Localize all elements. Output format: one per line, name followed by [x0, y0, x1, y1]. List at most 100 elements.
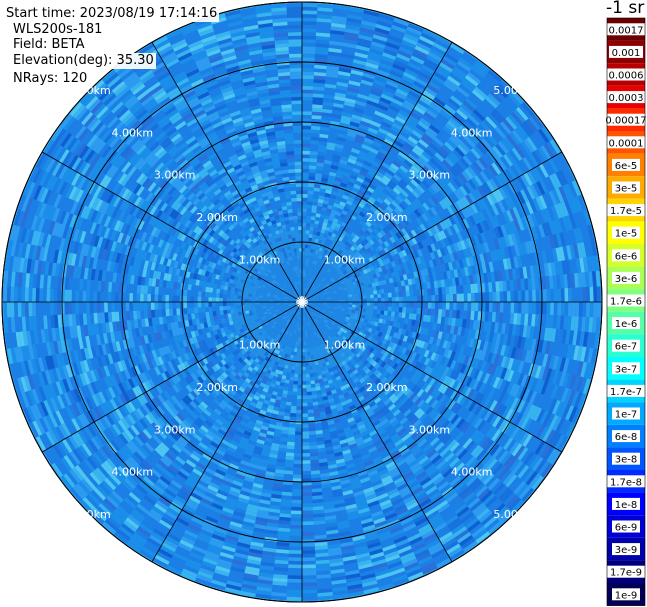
field-cell	[579, 331, 585, 347]
field-cell	[311, 484, 322, 489]
field-cell	[398, 352, 405, 360]
field-cell	[322, 252, 327, 258]
field-cell	[335, 272, 340, 277]
field-cell	[500, 121, 512, 135]
field-cell	[430, 352, 437, 361]
field-cell	[433, 233, 441, 242]
field-cell	[372, 212, 380, 220]
field-cell	[346, 263, 352, 269]
field-cell	[384, 83, 398, 92]
field-cell	[332, 274, 337, 279]
field-cell	[352, 296, 356, 300]
field-cell	[562, 216, 570, 232]
field-cell	[435, 115, 447, 126]
field-cell	[326, 315, 331, 319]
field-cell	[596, 286, 601, 302]
field-cell	[380, 265, 386, 271]
field-cell	[415, 217, 423, 226]
field-cell	[380, 310, 385, 315]
field-cell	[325, 262, 330, 268]
field-cell	[355, 44, 370, 52]
field-cell	[516, 255, 523, 268]
field-cell	[426, 281, 431, 289]
field-cell	[504, 168, 514, 182]
field-cell	[581, 272, 586, 288]
field-cell	[532, 132, 544, 148]
field-cell	[377, 331, 383, 338]
field-cell	[488, 164, 499, 177]
field-cell	[309, 165, 317, 170]
field-cell	[437, 112, 450, 123]
field-cell	[342, 315, 347, 319]
field-cell	[552, 315, 558, 329]
field-cell	[436, 372, 444, 382]
field-cell	[510, 302, 515, 314]
field-cell	[415, 314, 421, 321]
field-cell	[344, 31, 359, 38]
field-cell	[362, 72, 376, 80]
field-cell	[417, 347, 423, 355]
field-cell	[400, 78, 414, 88]
field-cell	[571, 287, 576, 302]
field-cell	[326, 304, 331, 307]
field-cell	[394, 270, 400, 277]
field-cell	[419, 35, 435, 46]
field-cell	[302, 352, 305, 356]
field-cell	[368, 316, 373, 321]
field-cell	[468, 337, 475, 348]
field-cell	[324, 276, 329, 281]
field-cell	[418, 71, 432, 81]
field-cell	[364, 65, 378, 73]
field-cell	[352, 299, 356, 302]
field-cell	[324, 253, 329, 259]
field-cell	[456, 231, 464, 242]
field-cell	[381, 55, 395, 64]
field-cell	[495, 403, 505, 416]
field-cell	[587, 347, 594, 364]
field-cell	[517, 218, 525, 231]
field-cell	[356, 41, 371, 49]
field-cell	[426, 315, 431, 323]
field-cell	[465, 152, 476, 164]
field-cell	[357, 275, 363, 281]
field-cell	[397, 258, 403, 265]
field-cell	[414, 77, 428, 87]
field-cell	[312, 398, 318, 403]
field-cell	[348, 266, 354, 271]
field-cell	[313, 82, 325, 88]
field-cell	[488, 292, 493, 302]
field-cell	[322, 285, 327, 289]
field-cell	[397, 133, 408, 142]
field-cell	[313, 290, 317, 294]
field-cell	[318, 275, 323, 280]
field-cell	[330, 298, 335, 301]
field-cell	[398, 202, 407, 211]
field-cell	[456, 343, 462, 354]
field-cell	[434, 381, 443, 391]
field-cell	[534, 365, 542, 379]
field-cell	[559, 315, 565, 330]
field-cell	[329, 293, 334, 296]
field-cell	[331, 221, 338, 227]
field-cell	[419, 255, 426, 264]
field-cell	[302, 17, 317, 22]
field-cell	[555, 171, 566, 187]
field-cell	[331, 15, 348, 22]
field-cell	[366, 130, 377, 138]
field-cell	[430, 288, 435, 296]
field-cell	[302, 194, 308, 198]
field-cell	[302, 402, 308, 407]
field-cell	[542, 396, 551, 411]
field-cell	[366, 305, 371, 310]
field-cell	[386, 215, 393, 223]
field-cell	[302, 377, 307, 382]
field-cell	[436, 231, 444, 241]
field-cell	[383, 315, 388, 320]
field-cell	[458, 172, 468, 184]
field-cell	[449, 204, 458, 214]
field-cell	[394, 338, 400, 345]
field-cell	[529, 134, 541, 150]
field-cell	[358, 254, 364, 260]
field-cell	[314, 293, 319, 297]
field-cell	[312, 297, 316, 300]
